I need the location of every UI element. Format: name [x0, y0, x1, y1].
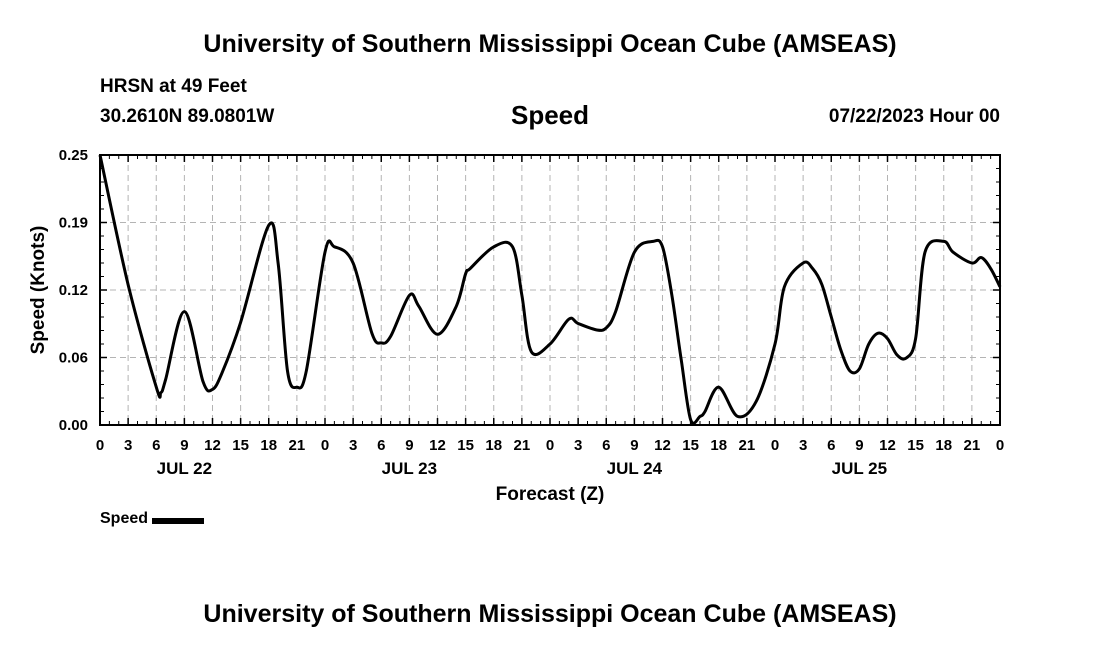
- plot-frame: [99, 154, 1001, 426]
- x-tick-label: 21: [514, 437, 531, 454]
- x-tick-label: 6: [377, 437, 385, 454]
- speed-series-line: [98, 154, 1002, 425]
- x-tick-label: 0: [996, 437, 1004, 454]
- x-tick-label: 18: [260, 437, 277, 454]
- x-tick-label: 18: [485, 437, 502, 454]
- x-tick-label: 15: [232, 437, 249, 454]
- legend-label: Speed: [100, 510, 149, 527]
- x-tick-label: 12: [879, 437, 896, 454]
- x-tick-label: 9: [855, 437, 863, 454]
- date-label: JUL 24: [607, 459, 663, 478]
- x-tick-label: 9: [405, 437, 413, 454]
- y-tick-label: 0.19: [59, 215, 88, 232]
- x-tick-label: 6: [602, 437, 610, 454]
- x-tick-label: 3: [124, 437, 132, 454]
- x-tick-label: 3: [574, 437, 582, 454]
- x-tick-label: 0: [771, 437, 779, 454]
- x-tick-label: 0: [321, 437, 329, 454]
- x-tick-label: 3: [799, 437, 807, 454]
- y-axis-label: Speed (Knots): [28, 226, 49, 355]
- page-title: University of Southern Mississippi Ocean…: [203, 30, 897, 58]
- y-tick-label: 0.06: [59, 350, 88, 367]
- coordinates-label: 30.2610N 89.0801W: [100, 106, 275, 127]
- legend: Speed: [100, 510, 205, 528]
- x-tick-label: 9: [630, 437, 638, 454]
- x-tick-label: 18: [935, 437, 952, 454]
- y-tick-label: 0.00: [59, 417, 88, 434]
- x-tick-label: 9: [180, 437, 188, 454]
- x-tick-label: 12: [654, 437, 671, 454]
- x-tick-label: 0: [546, 437, 554, 454]
- datetime-label: 07/22/2023 Hour 00: [828, 106, 1000, 127]
- y-tick-label: 0.25: [59, 147, 88, 164]
- x-tick-label: 0: [96, 437, 104, 454]
- station-label: HRSN at 49 Feet: [100, 76, 247, 97]
- date-label: JUL 25: [832, 459, 887, 478]
- x-tick-label: 21: [289, 437, 306, 454]
- chart-title: Speed: [510, 100, 590, 130]
- footer-title: University of Southern Mississippi Ocean…: [203, 600, 897, 628]
- x-axis-label: Forecast (Z): [496, 484, 605, 505]
- y-tick-label: 0.12: [59, 282, 88, 299]
- x-tick-label: 12: [204, 437, 221, 454]
- x-tick-label: 12: [429, 437, 446, 454]
- x-tick-label: 15: [682, 437, 699, 454]
- x-tick-label: 6: [827, 437, 835, 454]
- x-tick-label: 21: [739, 437, 756, 454]
- x-tick-label: 6: [152, 437, 160, 454]
- x-tick-label: 15: [907, 437, 924, 454]
- date-label: JUL 23: [382, 459, 437, 478]
- x-tick-label: 18: [710, 437, 727, 454]
- legend-swatch: [152, 517, 205, 524]
- x-tick-label: 15: [457, 437, 474, 454]
- date-label: JUL 22: [157, 459, 212, 478]
- x-tick-label: 21: [964, 437, 981, 454]
- x-tick-label: 3: [349, 437, 357, 454]
